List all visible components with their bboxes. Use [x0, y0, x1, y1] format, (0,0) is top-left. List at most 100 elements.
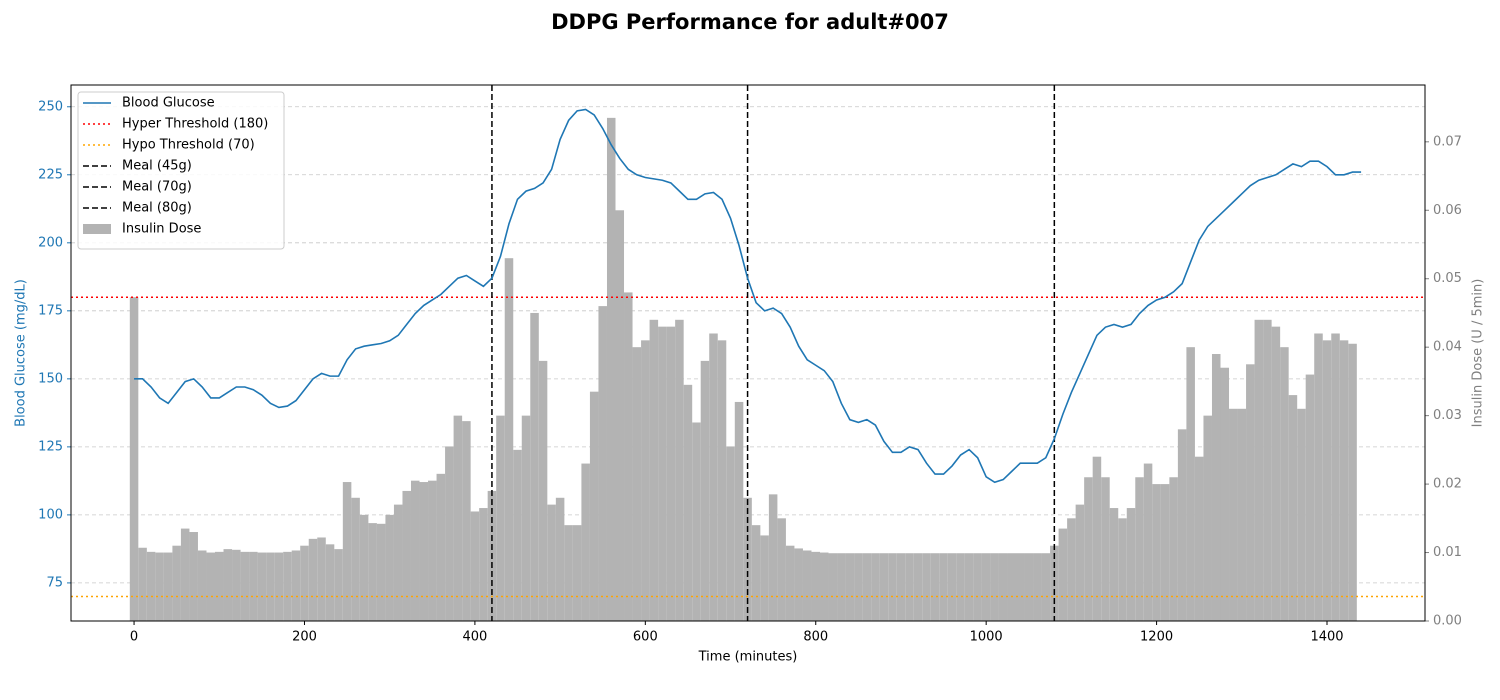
insulin-bar: [998, 553, 1008, 621]
x-tick-label: 0: [130, 630, 138, 645]
insulin-bar: [376, 523, 386, 621]
insulin-bar: [930, 553, 940, 621]
insulin-bar: [197, 550, 207, 621]
insulin-bar: [700, 360, 710, 621]
insulin-bar: [1101, 477, 1110, 621]
insulin-bar: [1331, 333, 1340, 621]
plot-frame: [70, 84, 1426, 622]
legend-box: [77, 91, 285, 250]
insulin-bar: [215, 551, 224, 621]
insulin-bar: [1322, 340, 1332, 621]
y-tick-label: 125: [38, 439, 63, 454]
insulin-bar: [146, 551, 156, 621]
insulin-bar: [990, 553, 999, 621]
y-tick-label: 250: [38, 99, 63, 114]
x-axis-label: Time (minutes): [698, 650, 798, 665]
y-tick-label: 200: [38, 235, 63, 250]
insulin-bar: [300, 545, 309, 621]
insulin-bar: [964, 553, 974, 621]
insulin-bar: [428, 480, 437, 621]
insulin-bar: [1135, 477, 1144, 621]
insulin-bar: [172, 545, 181, 621]
insulin-bar: [462, 421, 471, 621]
insulin-bar: [163, 552, 173, 621]
insulin-bar: [1126, 508, 1136, 621]
x-tick-label: 800: [803, 630, 828, 645]
insulin-bar: [547, 504, 556, 621]
insulin-bar: [717, 340, 727, 621]
insulin-bar: [538, 360, 548, 621]
insulin-bar: [359, 514, 369, 621]
insulin-bar: [240, 551, 250, 621]
insulin-bar: [342, 482, 352, 621]
insulin-bar: [726, 446, 735, 621]
insulin-bar: [1254, 319, 1264, 621]
y2-tick-label: 0.00: [1433, 614, 1462, 629]
insulin-bar: [1067, 518, 1076, 621]
y-tick-label: 175: [38, 303, 63, 318]
chart-title: DDPG Performance for adult#007: [551, 10, 949, 34]
y2-tick-label: 0.04: [1433, 340, 1462, 355]
insulin-bar: [1339, 340, 1349, 621]
insulin-bar: [445, 446, 454, 621]
insulin-bar: [189, 532, 198, 621]
insulin-bar: [743, 497, 752, 621]
insulin-bar: [837, 553, 846, 621]
insulin-bar: [1280, 347, 1289, 621]
y2-axis-label: Insulin Dose (U / 5min): [1471, 279, 1486, 428]
legend-label: Meal (80g): [122, 201, 192, 216]
insulin-bar: [879, 553, 889, 621]
insulin-bar: [1271, 326, 1281, 621]
insulin-bar: [1288, 395, 1298, 621]
insulin-bar: [947, 553, 957, 621]
x-tick-label: 1000: [970, 630, 1003, 645]
insulin-bar: [232, 549, 241, 621]
insulin-bar: [1263, 319, 1272, 621]
y2-tick-label: 0.01: [1433, 545, 1462, 560]
insulin-bar: [453, 415, 463, 621]
insulin-bar: [180, 528, 190, 621]
y-tick-label: 150: [38, 371, 63, 386]
insulin-bar: [760, 535, 769, 621]
insulin-bar: [675, 319, 684, 621]
insulin-bar: [572, 525, 582, 621]
insulin-bar: [794, 548, 803, 621]
x-tick-label: 400: [462, 630, 487, 645]
insulin-bar: [1314, 333, 1323, 621]
insulin-bar: [658, 326, 667, 621]
insulin-bar: [1075, 504, 1085, 621]
insulin-bar: [768, 494, 778, 621]
y-tick-label: 100: [38, 507, 63, 522]
insulin-bar: [564, 525, 573, 621]
insulin-bar: [419, 482, 429, 621]
insulin-bar: [1194, 456, 1204, 621]
insulin-bar: [624, 292, 633, 621]
insulin-bar: [257, 552, 267, 621]
insulin-bar: [1246, 364, 1255, 621]
insulin-bar: [1186, 347, 1195, 621]
insulin-bar: [325, 544, 335, 621]
insulin-bar: [334, 549, 343, 621]
x-tick-label: 600: [633, 630, 658, 645]
insulin-bar: [1229, 408, 1238, 621]
insulin-bar: [811, 551, 821, 621]
insulin-bar: [939, 553, 948, 621]
insulin-bar: [206, 552, 216, 621]
insulin-bar: [1169, 477, 1178, 621]
insulin-bar: [1237, 408, 1247, 621]
insulin-bar: [1118, 518, 1127, 621]
insulin-bar: [666, 326, 676, 621]
insulin-bar: [913, 553, 923, 621]
insulin-bar: [828, 553, 838, 621]
insulin-bar: [871, 553, 880, 621]
insulin-bar: [973, 553, 982, 621]
insulin-bar: [896, 553, 906, 621]
insulin-bar: [266, 552, 275, 621]
insulin-bar: [598, 306, 607, 621]
insulin-bar: [223, 549, 233, 621]
insulin-bar: [956, 553, 965, 621]
insulin-bar: [777, 518, 786, 621]
y2-tick-label: 0.06: [1433, 203, 1462, 218]
legend-swatch: [83, 224, 111, 234]
